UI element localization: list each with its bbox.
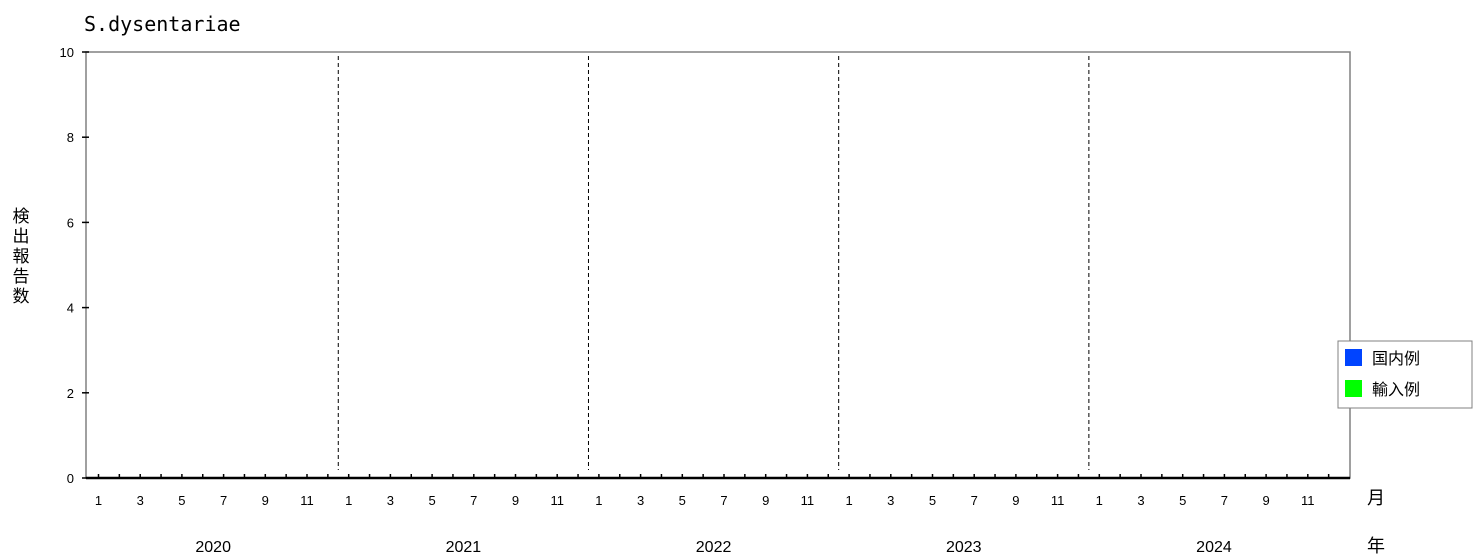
x-tick-label: 9 — [262, 493, 269, 508]
y-axis-label-char: 数 — [13, 287, 30, 307]
x-tick-label: 3 — [1137, 493, 1144, 508]
chart-title: S.dysentariae — [84, 12, 241, 36]
x-tick-label: 7 — [720, 493, 727, 508]
legend-swatch-imported — [1345, 380, 1362, 397]
x-tick-label: 9 — [1262, 493, 1269, 508]
y-tick-label: 6 — [67, 215, 74, 230]
x-tick-label: 1 — [595, 493, 602, 508]
x-tick-label: 5 — [428, 493, 435, 508]
year-unit-label: 年 — [1367, 536, 1385, 557]
x-tick-label: 5 — [929, 493, 936, 508]
y-axis-label-char: 出 — [13, 227, 30, 247]
x-tick-label: 9 — [1012, 493, 1019, 508]
x-tick-label: 1 — [845, 493, 852, 508]
x-tick-label: 3 — [137, 493, 144, 508]
x-tick-label: 9 — [512, 493, 519, 508]
x-tick-label: 3 — [387, 493, 394, 508]
x-tick-label: 7 — [971, 493, 978, 508]
month-unit-label: 月 — [1367, 488, 1385, 509]
y-tick-label: 2 — [67, 386, 74, 401]
year-label: 2021 — [446, 539, 482, 556]
x-tick-label: 5 — [679, 493, 686, 508]
x-tick-label: 5 — [1179, 493, 1186, 508]
plot-frame — [85, 51, 1351, 479]
x-tick-label: 7 — [470, 493, 477, 508]
x-tick-label: 9 — [762, 493, 769, 508]
y-tick-label: 4 — [67, 301, 74, 316]
x-tick-label: 1 — [345, 493, 352, 508]
x-tick-label: 1 — [1096, 493, 1103, 508]
year-label: 2020 — [195, 539, 231, 556]
x-tick-label: 7 — [1221, 493, 1228, 508]
x-tick-label: 3 — [887, 493, 894, 508]
year-separators — [337, 56, 1090, 470]
x-tick-label: 1 — [95, 493, 102, 508]
x-tick-label: 11 — [1051, 493, 1065, 508]
y-tick-label: 0 — [67, 471, 74, 486]
legend-label-imported: 輸入例 — [1372, 380, 1420, 399]
y-axis-label-char: 検 — [13, 207, 30, 227]
year-label: 2024 — [1196, 539, 1232, 556]
x-tick-label: 11 — [550, 493, 564, 508]
y-tick-label: 10 — [60, 45, 74, 60]
legend-swatch-domestic — [1345, 349, 1362, 366]
y-axis-label-char: 告 — [13, 267, 30, 287]
year-label: 2022 — [696, 539, 732, 556]
legend-label-domestic: 国内例 — [1372, 349, 1420, 368]
legend: 国内例 輸入例 — [1337, 340, 1473, 409]
x-tick-label: 11 — [1301, 493, 1315, 508]
y-tick-label: 8 — [67, 130, 74, 145]
x-tick-label: 3 — [637, 493, 644, 508]
x-tick-label: 11 — [801, 493, 815, 508]
year-label: 2023 — [946, 539, 982, 556]
x-tick-label: 11 — [300, 493, 314, 508]
x-tick-label: 7 — [220, 493, 227, 508]
x-tick-label: 5 — [178, 493, 185, 508]
y-axis: 0 2 4 6 8 10 — [60, 45, 89, 486]
y-axis-label-char: 報 — [13, 247, 30, 267]
